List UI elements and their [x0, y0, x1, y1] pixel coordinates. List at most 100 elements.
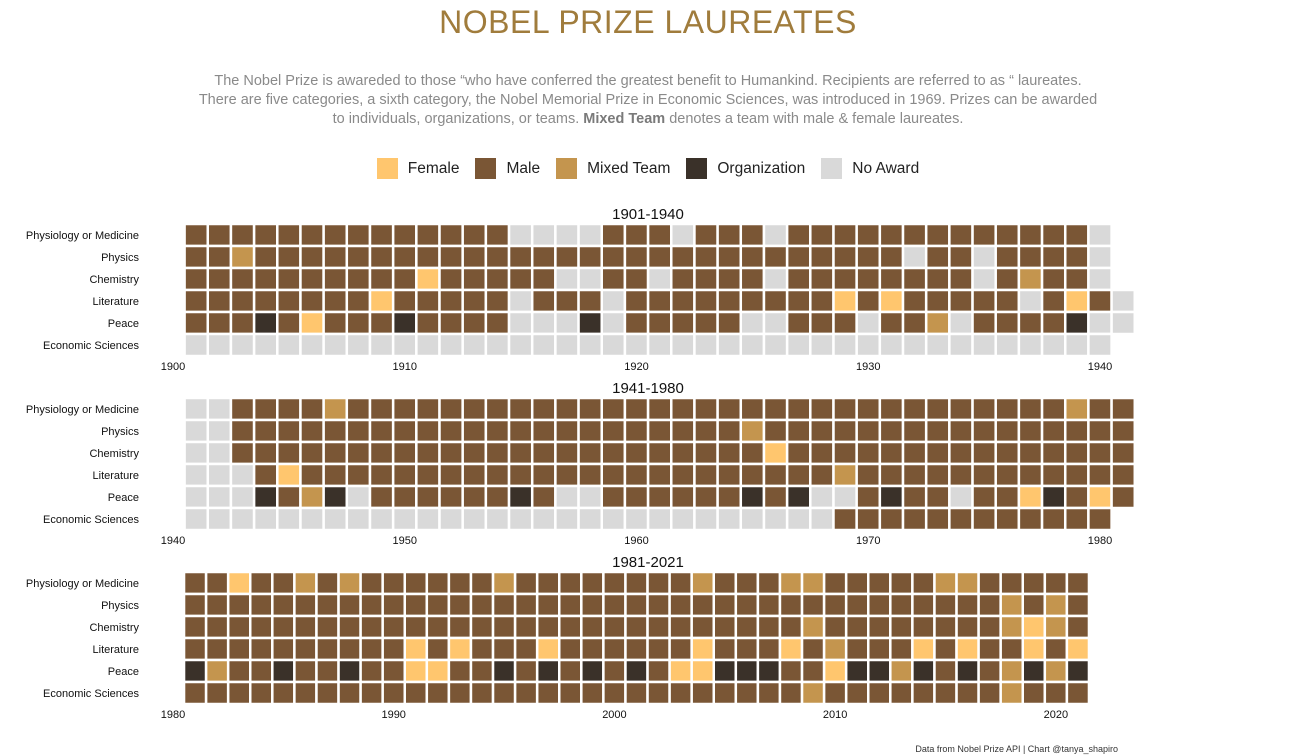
heatmap-cell	[785, 506, 812, 532]
heatmap-cell	[878, 222, 905, 248]
heatmap-cell	[322, 222, 349, 248]
panel-1901-1940: 1901-1940 Physiology or Medicine Physics Ch…	[26, 206, 1137, 373]
heatmap-cell	[558, 592, 583, 618]
heatmap-cell	[469, 636, 495, 662]
heatmap-cell	[484, 506, 511, 532]
heatmap-cell	[878, 440, 905, 466]
heatmap-cell	[832, 288, 858, 314]
heatmap-cell	[206, 506, 233, 532]
heatmap-cell	[337, 658, 362, 684]
heatmap-cell	[778, 570, 804, 596]
heatmap-cell	[924, 266, 951, 292]
heatmap-cell	[670, 266, 696, 292]
heatmap-cell	[252, 462, 279, 488]
heatmap-cell	[415, 332, 441, 358]
heatmap-cell	[276, 332, 302, 358]
heatmap-cell	[252, 506, 279, 532]
heatmap-cell	[415, 266, 441, 292]
heatmap-cell	[507, 462, 534, 488]
heatmap-cell	[469, 658, 495, 684]
heatmap-cell	[739, 332, 766, 358]
heatmap-cell	[530, 440, 557, 466]
heatmap-cell	[832, 440, 858, 466]
category-label: Chemistry	[89, 274, 139, 286]
heatmap-cell	[299, 288, 325, 314]
heatmap-cell	[299, 266, 325, 292]
heatmap-cell	[271, 592, 296, 618]
heatmap-cell	[391, 484, 418, 510]
heatmap-cell	[484, 484, 511, 510]
heatmap-cell	[1043, 570, 1069, 596]
heatmap-cell	[901, 484, 928, 510]
heatmap-cell	[183, 310, 210, 336]
heatmap-cell	[206, 418, 233, 444]
heatmap-cell	[600, 396, 627, 422]
heatmap-cell	[670, 288, 696, 314]
heatmap-cell	[447, 592, 473, 618]
heatmap-cell	[580, 570, 605, 596]
heatmap-cell	[855, 396, 882, 422]
heatmap-cell	[204, 680, 230, 706]
heatmap-cell	[623, 484, 650, 510]
heatmap-cell	[1065, 658, 1091, 684]
heatmap-cell	[901, 506, 928, 532]
heatmap-cell	[734, 592, 760, 618]
heatmap-cell	[670, 310, 696, 336]
heatmap-cell	[322, 332, 349, 358]
heatmap-cell	[535, 658, 561, 684]
heatmap-cell	[670, 484, 696, 510]
heatmap-cell	[809, 396, 835, 422]
heatmap-cell	[580, 658, 605, 684]
heatmap-cell	[226, 570, 252, 596]
heatmap-cell	[229, 266, 256, 292]
heatmap-cell	[276, 222, 302, 248]
heatmap-cell	[577, 396, 603, 422]
heatmap-cell	[646, 484, 673, 510]
heatmap-cell	[381, 614, 406, 640]
heatmap-cell	[855, 462, 882, 488]
heatmap-cell	[204, 636, 230, 662]
heatmap-cell	[948, 440, 974, 466]
heatmap-cell	[756, 570, 782, 596]
heatmap-cell	[368, 506, 395, 532]
heatmap-cell	[276, 506, 302, 532]
heatmap-cell	[252, 244, 279, 270]
heatmap-cell	[1021, 570, 1047, 596]
heatmap-cell	[716, 244, 743, 270]
heatmap-cell	[602, 570, 627, 596]
heatmap-cell	[999, 658, 1024, 684]
subtitle-text-end: denotes a team with male & female laurea…	[665, 111, 964, 127]
heatmap-cell	[716, 310, 743, 336]
heatmap-cell	[693, 462, 719, 488]
heatmap-cell	[1017, 440, 1044, 466]
heatmap-cell	[670, 440, 696, 466]
heatmap-cell	[971, 462, 997, 488]
heatmap-cell	[646, 266, 673, 292]
heatmap-cell	[977, 680, 1002, 706]
heatmap-cell	[670, 332, 696, 358]
heatmap-cell	[469, 680, 495, 706]
heatmap-cell	[878, 310, 905, 336]
heatmap-cell	[229, 332, 256, 358]
heatmap-cell	[1087, 244, 1113, 270]
chart-subtitle: The Nobel Prize is awareded to those “wh…	[198, 72, 1098, 129]
heatmap-cell	[337, 614, 362, 640]
heatmap-cell	[855, 506, 882, 532]
category-label: Physiology or Medicine	[26, 230, 139, 242]
category-label: Chemistry	[89, 622, 139, 634]
heatmap-cell	[252, 418, 279, 444]
heatmap-cell	[800, 658, 826, 684]
heatmap-cell	[822, 680, 848, 706]
heatmap-cell	[554, 418, 580, 444]
legend-item-mixed-team: Mixed Team	[556, 158, 670, 179]
heatmap-cell	[600, 244, 627, 270]
heatmap-cell	[461, 244, 488, 270]
heatmap-cell	[822, 592, 848, 618]
heatmap-cell	[484, 222, 511, 248]
heatmap-cell	[693, 244, 719, 270]
heatmap-cell	[739, 244, 766, 270]
heatmap-cell	[415, 396, 441, 422]
heatmap-cell	[507, 266, 534, 292]
heatmap-cell	[345, 332, 372, 358]
heatmap-cell	[491, 658, 517, 684]
